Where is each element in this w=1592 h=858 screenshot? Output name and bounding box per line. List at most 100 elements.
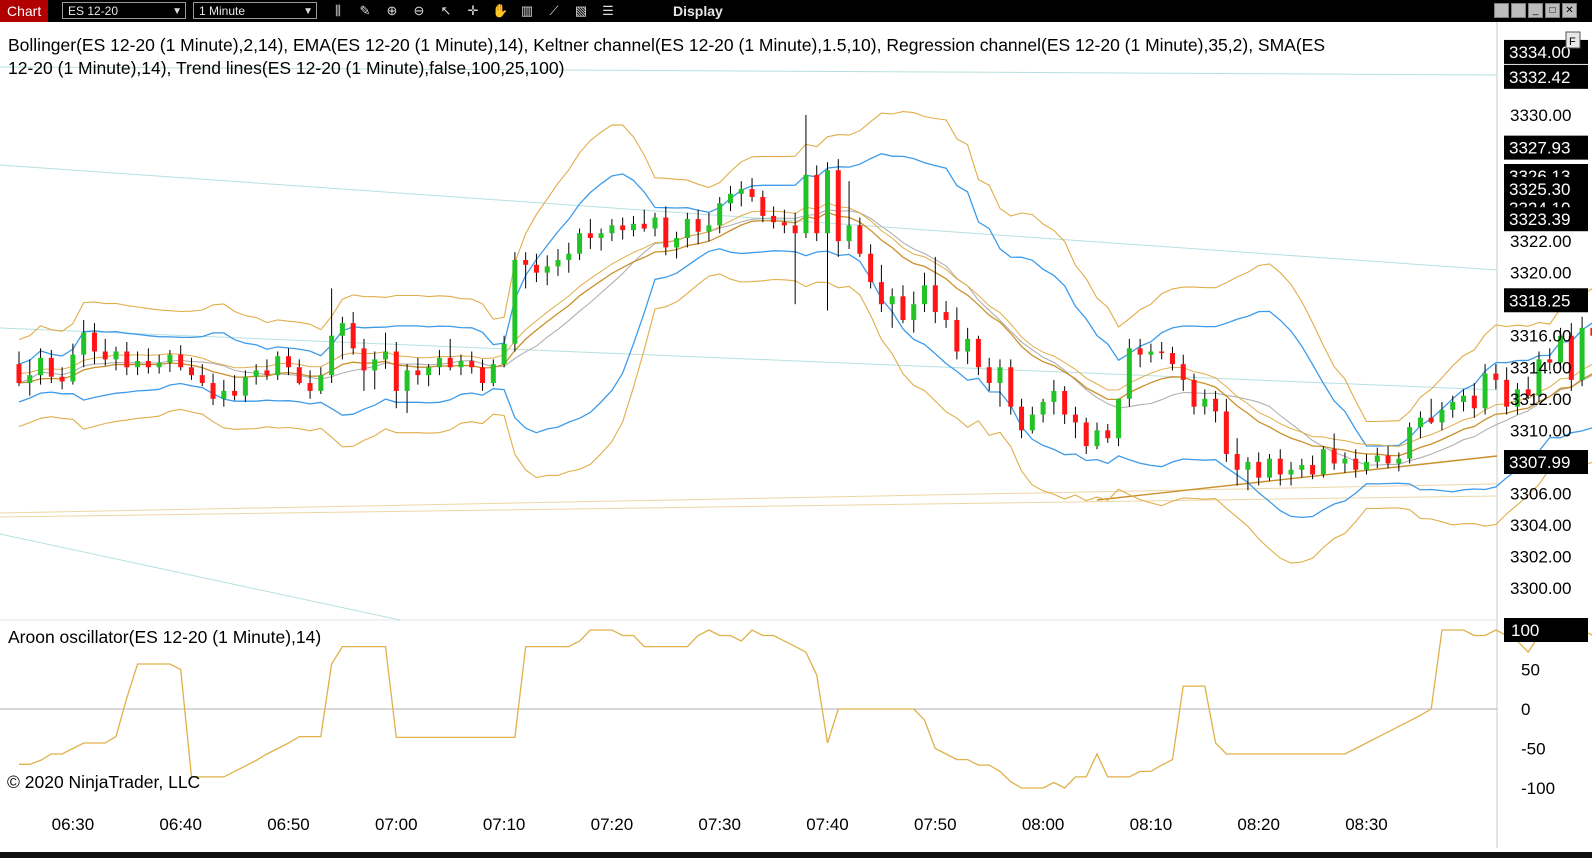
price-marker-label: 3325.30 xyxy=(1509,180,1570,199)
candle-body xyxy=(1094,430,1100,447)
candle-body xyxy=(113,351,119,360)
candle-body xyxy=(91,332,97,352)
candle-body xyxy=(415,370,421,376)
time-tick-label: 06:30 xyxy=(52,815,95,834)
candle-body xyxy=(393,351,399,391)
strategies-icon[interactable]: ⟋ xyxy=(549,3,559,18)
trend-line xyxy=(0,66,1498,76)
candle-body xyxy=(544,266,550,273)
keltner-lower xyxy=(18,273,1592,564)
candle-body xyxy=(1148,351,1154,355)
candle-body xyxy=(1396,458,1402,464)
candle-body xyxy=(447,357,453,368)
candle-body xyxy=(1558,335,1564,363)
price-marker-box xyxy=(1504,207,1588,232)
price-tick-label: 3314.00 xyxy=(1510,358,1571,377)
candle-body xyxy=(372,359,378,371)
indicators-icon[interactable]: ▥ xyxy=(520,3,534,18)
candle-body xyxy=(383,351,389,360)
trend-line xyxy=(0,533,401,621)
price-chart[interactable]: 3300.00 3302.00 3304.00 3306.00 3310.00 3312.… xyxy=(0,22,1592,852)
candle-body xyxy=(199,375,205,384)
scroll-handle[interactable] xyxy=(1565,31,1581,49)
candle-body xyxy=(296,367,302,384)
candle-body xyxy=(242,376,248,396)
candle-body xyxy=(350,323,356,349)
candle-body xyxy=(1277,458,1283,475)
candle-body xyxy=(986,367,992,384)
sma-line xyxy=(18,209,1592,466)
candle-body xyxy=(286,356,291,368)
bottom-scrollbar[interactable] xyxy=(0,852,1592,858)
candle-body xyxy=(1072,414,1078,423)
zoom-out-icon[interactable]: ⊖ xyxy=(413,3,425,18)
close-icon[interactable]: ✕ xyxy=(1562,3,1577,18)
candle-body xyxy=(16,364,22,384)
candle-body xyxy=(178,354,184,368)
candle-body xyxy=(932,285,938,313)
candle-body xyxy=(738,189,744,194)
candle-body xyxy=(426,367,432,376)
bar-type-icon[interactable]: ⫼ xyxy=(335,3,341,18)
chart-toolbar: Chart ES 12-20 ▼ 1 Minute ▼ ⫼ ✎ ⊕ ⊖ ↖ ✛ … xyxy=(0,0,1592,22)
price-tick-label: 3310.00 xyxy=(1510,421,1571,440)
candle-body xyxy=(1245,461,1251,470)
interval-selector[interactable]: 1 Minute ▼ xyxy=(193,2,317,19)
hand-icon[interactable]: ✋ xyxy=(492,3,509,18)
restore-icon[interactable] xyxy=(1511,3,1526,18)
candle-body xyxy=(512,260,518,344)
candle-body xyxy=(1525,389,1531,396)
candle-body xyxy=(1008,367,1014,407)
pointer-icon[interactable]: ↖ xyxy=(440,3,452,18)
trend-line xyxy=(0,164,1498,271)
zoom-in-icon[interactable]: ⊕ xyxy=(386,3,398,18)
candle-body xyxy=(609,225,615,234)
time-tick-label: 06:50 xyxy=(267,815,310,834)
candle-body xyxy=(1374,455,1380,462)
candle-body xyxy=(814,174,820,234)
interval-value: 1 Minute xyxy=(199,4,246,18)
tile-icon[interactable] xyxy=(1494,3,1509,18)
candle-body xyxy=(469,360,475,368)
candle-body xyxy=(361,348,367,371)
aroon-panel xyxy=(0,629,1592,789)
candle-body xyxy=(1385,455,1391,464)
candle-body xyxy=(1051,390,1057,402)
display-menu[interactable]: Display xyxy=(673,3,723,19)
time-tick-label: 07:20 xyxy=(591,815,634,834)
candle-body xyxy=(922,285,928,305)
candle-body xyxy=(652,217,658,229)
candle-body xyxy=(1029,414,1035,431)
candle-body xyxy=(1083,422,1089,447)
candle-body xyxy=(1428,417,1434,423)
candle-body xyxy=(1213,398,1219,412)
crosshair-icon[interactable]: ✛ xyxy=(467,3,479,18)
aroon-label: Aroon oscillator(ES 12-20 (1 Minute),14) xyxy=(8,627,321,647)
drawing-tool-icon[interactable]: ✎ xyxy=(359,3,371,18)
instrument-selector[interactable]: ES 12-20 ▼ xyxy=(62,2,186,19)
candle-body xyxy=(1364,461,1369,470)
candle-body xyxy=(975,338,981,368)
candle-body xyxy=(264,370,270,376)
price-tick-label: 3322.00 xyxy=(1510,232,1571,251)
maximize-icon[interactable]: □ xyxy=(1545,3,1560,18)
candle-body xyxy=(1342,458,1348,464)
aroon-line xyxy=(19,629,1592,789)
keltner-mid xyxy=(18,202,1592,447)
templates-icon[interactable]: ▧ xyxy=(574,3,588,18)
trend-line xyxy=(0,495,1498,518)
chart-tab[interactable]: Chart xyxy=(0,0,49,22)
candle-body xyxy=(221,390,227,399)
candle-body xyxy=(1310,465,1316,475)
candle-body xyxy=(1579,327,1585,380)
keltner-upper xyxy=(18,111,1592,423)
candle-body xyxy=(1062,390,1068,415)
properties-icon[interactable]: ☰ xyxy=(602,3,614,18)
time-tick-label: 07:10 xyxy=(483,815,526,834)
candle-body xyxy=(555,260,561,267)
price-marker-box xyxy=(1504,135,1588,160)
time-tick-label: 07:30 xyxy=(698,815,741,834)
minimize-icon[interactable]: _ xyxy=(1528,3,1543,18)
candle-body xyxy=(38,357,44,376)
